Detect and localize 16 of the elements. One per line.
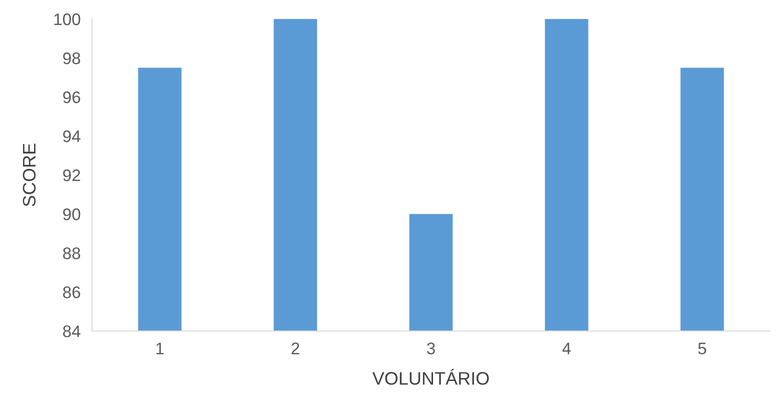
y-tick-label: 86 — [63, 286, 80, 298]
y-tick-label: 92 — [63, 169, 80, 182]
y-tick-label: 90 — [63, 208, 80, 220]
y-axis-title: SCORE — [22, 144, 36, 206]
x-tick-label: 4 — [562, 342, 571, 354]
y-tick-label: 98 — [63, 52, 80, 64]
x-tick-label: 3 — [427, 342, 435, 354]
y-tick-label: 84 — [63, 325, 80, 338]
x-tick-label: 2 — [292, 342, 300, 354]
x-tick-label: 1 — [156, 342, 164, 354]
y-tick-label: 96 — [63, 91, 80, 104]
y-tick-label: 94 — [63, 130, 80, 142]
x-tick-label: 5 — [698, 342, 706, 354]
x-axis-title: VOLUNTÁRIO — [372, 368, 489, 385]
y-tick-label: 100 — [54, 13, 80, 26]
y-tick-label: 88 — [63, 247, 80, 260]
